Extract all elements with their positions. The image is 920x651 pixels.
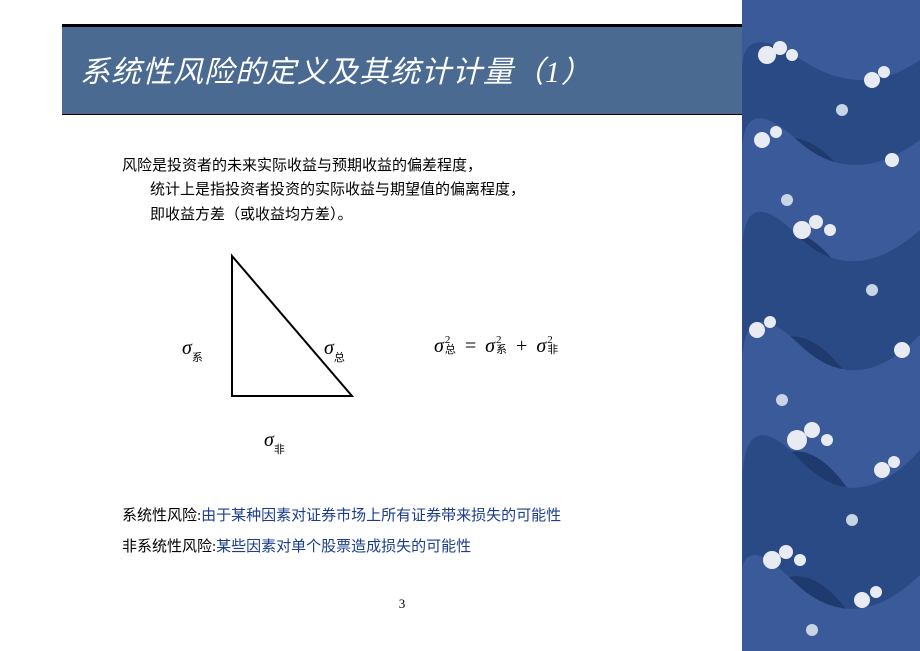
nonsys-risk-text: 某些因素对单个股票造成损失的可能性 — [216, 539, 471, 555]
sigma-systematic-label: σ系 — [182, 333, 203, 365]
sys-risk-label: 系统性风险: — [122, 508, 201, 524]
variance-equation: σ2总 = σ2系 + σ2非 — [434, 331, 558, 362]
systematic-risk-definition: 系统性风险:由于某种因素对证券市场上所有证券带来损失的可能性 — [122, 501, 692, 533]
nonsys-risk-label: 非系统性风险: — [122, 539, 216, 555]
definitions-block: 系统性风险:由于某种因素对证券市场上所有证券带来损失的可能性 非系统性风险:某些… — [122, 501, 692, 564]
right-triangle — [222, 251, 362, 406]
nonsystematic-risk-definition: 非系统性风险:某些因素对单个股票造成损失的可能性 — [122, 532, 692, 564]
sigma-nonsystematic-label: σ非 — [264, 425, 285, 457]
slide: 系统性风险的定义及其统计计量（1） 风险是投资者的未来实际收益与预期收益的偏差程… — [0, 0, 920, 651]
wave-decoration — [742, 0, 920, 651]
paragraph-line-3: 即收益方差（或收益均方差）。 — [122, 204, 692, 227]
sys-risk-text: 由于某种因素对证券市场上所有证券带来损失的可能性 — [201, 508, 561, 524]
slide-title: 系统性风险的定义及其统计计量（1） — [62, 27, 742, 115]
slide-body: 风险是投资者的未来实际收益与预期收益的偏差程度， 统计上是指投资者投资的实际收益… — [62, 115, 742, 564]
paragraph-line-1: 风险是投资者的未来实际收益与预期收益的偏差程度， — [122, 155, 692, 178]
wave-svg — [742, 0, 920, 651]
paragraph-line-2: 统计上是指投资者投资的实际收益与期望值的偏离程度， — [122, 179, 692, 202]
diagram-row: σ系 σ总 σ非 σ2总 = σ2系 + σ2非 — [122, 251, 692, 461]
triangle-shape — [232, 256, 352, 396]
sigma-total-label: σ总 — [324, 333, 345, 365]
slide-content: 系统性风险的定义及其统计计量（1） 风险是投资者的未来实际收益与预期收益的偏差程… — [62, 24, 742, 624]
page-number: 3 — [62, 596, 742, 612]
